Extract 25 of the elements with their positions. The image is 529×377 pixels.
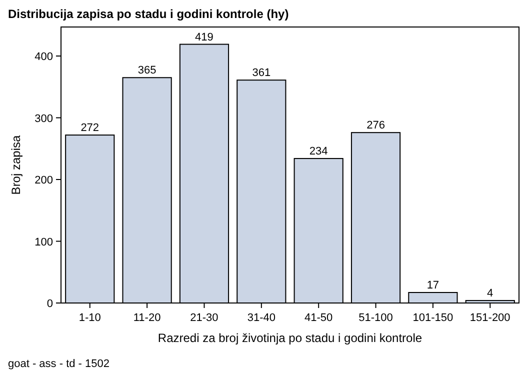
x-tick-label: 151-200 [470,312,510,324]
x-tick-label: 1-10 [78,312,101,324]
x-axis-title: Razredi za broj životinja po stadu i godini kontrole [158,331,422,345]
x-tick-label: 51-100 [358,312,393,324]
data-label: 365 [138,64,156,77]
text: goat - ass - td - 1502 [8,358,110,370]
data-label: 361 [252,67,271,80]
data-label: 17 [426,280,440,292]
x-tick-label: 41-50 [304,312,333,324]
y-axis-title: Broj zapisa [9,135,23,195]
data-label: 419 [195,31,214,44]
data-label: 4 [487,288,494,300]
data-label: 272 [80,122,100,134]
chart-title: Distribucija zapisa po stadu i godini kontrole (hy) [8,7,289,21]
y-tick-label: 300 [34,112,53,125]
data-label: 234 [309,146,328,158]
y-tick-label: 200 [34,174,53,187]
y-tick-label: 100 [34,236,53,248]
y-tick-label: 400 [34,51,53,64]
x-tick-label: 101-150 [412,312,454,324]
x-tick-label: 21-30 [190,312,218,324]
data-label: 276 [366,120,385,132]
x-tick-label: 31-40 [247,312,276,324]
y-tick-label: 0 [46,298,53,310]
x-tick-label: 11-20 [133,312,161,324]
